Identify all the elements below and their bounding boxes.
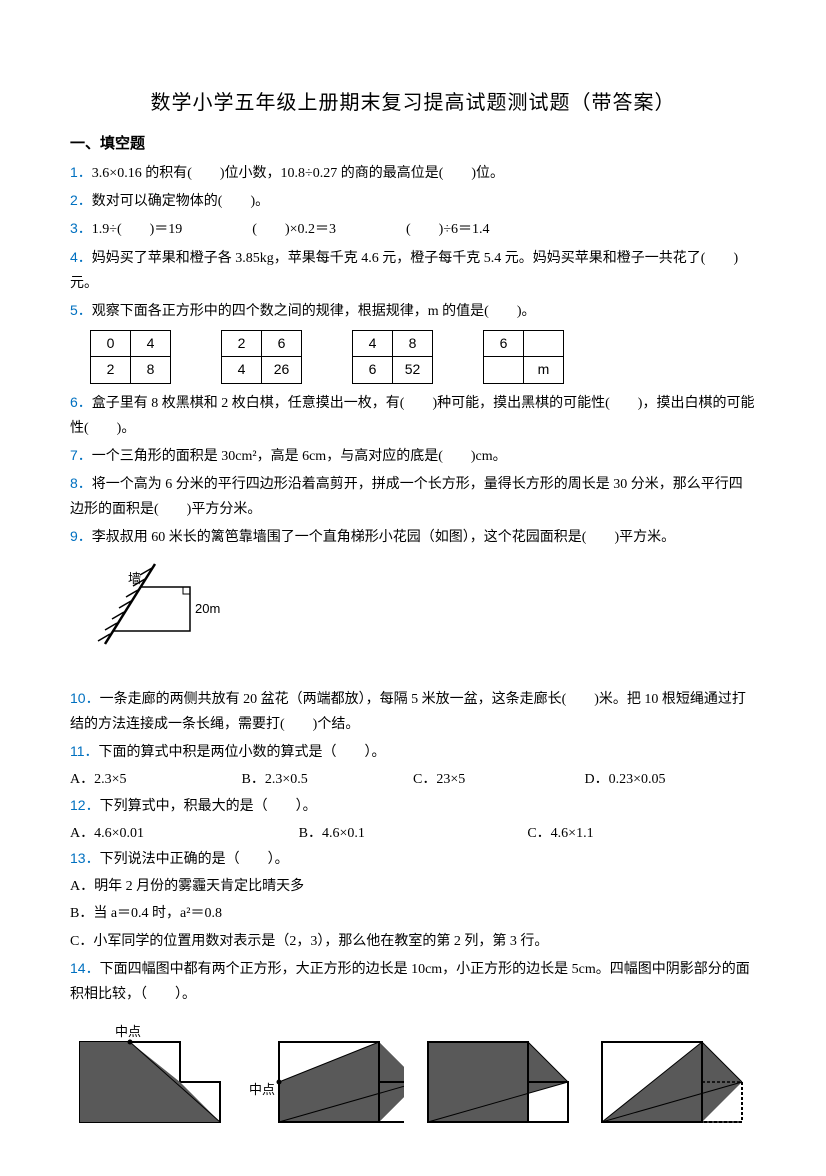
question-5: 5．观察下面各正方形中的四个数之间的规律，根据规律，m 的值是( )。 <box>70 298 756 324</box>
q14-num: 14． <box>70 960 100 976</box>
t2-c11: 26 <box>262 357 302 383</box>
t3-c11: 52 <box>393 357 433 383</box>
wall-label: 墙 <box>128 571 141 586</box>
question-8: 8．将一个高为 6 分米的平行四边形沿着高剪开，拼成一个长方形，量得长方形的周长… <box>70 471 756 522</box>
page-title: 数学小学五年级上册期末复习提高试题测试题（带答案） <box>70 85 756 121</box>
q13-options: A．明年 2 月份的雾霾天肯定比晴天多 B．当 a＝0.4 时，a²＝0.8 C… <box>70 874 756 954</box>
q11-options: A．2.3×5 B．2.3×0.5 C．23×5 D．0.23×0.05 <box>70 767 756 792</box>
t3-c00: 4 <box>353 331 393 357</box>
q12-opt-a: A．4.6×0.01 <box>70 821 299 846</box>
q9-text: 李叔叔用 60 米长的篱笆靠墙围了一个直角梯形小花园（如图），这个花园面积是( … <box>92 530 675 545</box>
q12-text: 下列算式中，积最大的是（ ）。 <box>100 799 317 814</box>
q3-text: 1.9÷( )＝19 ( )×0.2＝3 ( )÷6＝1.4 <box>92 222 490 237</box>
question-13: 13．下列说法中正确的是（ ）。 <box>70 846 756 872</box>
question-6: 6．盒子里有 8 枚黑棋和 2 枚白棋，任意摸出一枚，有( )种可能，摸出黑棋的… <box>70 390 756 441</box>
q14-text: 下面四幅图中都有两个正方形，大正方形的边长是 10cm，小正方形的边长是 5cm… <box>70 962 750 1002</box>
q1-num: 1． <box>70 164 92 180</box>
q11-text: 下面的算式中积是两位小数的算式是（ ）。 <box>99 745 386 760</box>
q12-num: 12． <box>70 797 100 813</box>
t1-c10: 2 <box>91 357 131 383</box>
q4-num: 4． <box>70 249 92 265</box>
question-7: 7．一个三角形的面积是 30cm²，高是 6cm，与高对应的底是( )cm。 <box>70 443 756 469</box>
q6-text: 盒子里有 8 枚黑棋和 2 枚白棋，任意摸出一枚，有( )种可能，摸出黑棋的可能… <box>70 396 754 436</box>
q2-text: 数对可以确定物体的( )。 <box>92 194 269 209</box>
table-3: 48 652 <box>352 330 433 383</box>
q12-options: A．4.6×0.01 B．4.6×0.1 C．4.6×1.1 <box>70 821 756 846</box>
fig-1: 中点 <box>70 1022 234 1136</box>
q14-figures: 中点 中点 <box>70 1022 756 1136</box>
svg-text:中点: 中点 <box>249 1082 275 1097</box>
t4-c10 <box>484 357 524 383</box>
question-1: 1．3.6×0.16 的积有( )位小数，10.8÷0.27 的商的最高位是( … <box>70 160 756 186</box>
question-4: 4．妈妈买了苹果和橙子各 3.85kg，苹果每千克 4.6 元，橙子每千克 5.… <box>70 245 756 296</box>
fig-3 <box>418 1022 582 1136</box>
q11-opt-d: D．0.23×0.05 <box>585 767 757 792</box>
t4-c11: m <box>524 357 564 383</box>
q11-opt-a: A．2.3×5 <box>70 767 242 792</box>
fig-2: 中点 <box>244 1022 408 1136</box>
t4-c00: 6 <box>484 331 524 357</box>
question-11: 11．下面的算式中积是两位小数的算式是（ ）。 <box>70 739 756 765</box>
q1-text: 3.6×0.16 的积有( )位小数，10.8÷0.27 的商的最高位是( )位… <box>92 166 504 181</box>
dim-label: 20m <box>195 601 220 616</box>
q11-num: 11． <box>70 743 99 759</box>
t4-c01 <box>524 331 564 357</box>
q12-opt-b: B．4.6×0.1 <box>299 821 528 846</box>
q7-num: 7． <box>70 447 92 463</box>
q11-opt-c: C．23×5 <box>413 767 585 792</box>
q6-num: 6． <box>70 394 92 410</box>
q10-num: 10． <box>70 690 100 706</box>
q11-opt-b: B．2.3×0.5 <box>242 767 414 792</box>
q4-text: 妈妈买了苹果和橙子各 3.85kg，苹果每千克 4.6 元，橙子每千克 5.4 … <box>70 251 738 291</box>
q10-text: 一条走廊的两侧共放有 20 盆花（两端都放），每隔 5 米放一盆，这条走廊长( … <box>70 692 746 732</box>
t2-c00: 2 <box>222 331 262 357</box>
t2-c10: 4 <box>222 357 262 383</box>
q8-num: 8． <box>70 475 92 491</box>
question-10: 10．一条走廊的两侧共放有 20 盆花（两端都放），每隔 5 米放一盆，这条走廊… <box>70 686 756 737</box>
q2-num: 2． <box>70 192 92 208</box>
question-3: 3．1.9÷( )＝19 ( )×0.2＝3 ( )÷6＝1.4 <box>70 216 756 242</box>
table-4: 6 m <box>483 330 564 383</box>
q12-opt-c: C．4.6×1.1 <box>527 821 756 846</box>
q5-tables: 04 28 26 426 48 652 6 m <box>90 330 756 383</box>
q13-num: 13． <box>70 850 100 866</box>
table-1: 04 28 <box>90 330 171 383</box>
t1-c01: 4 <box>131 331 171 357</box>
t1-c00: 0 <box>91 331 131 357</box>
q13-opt-a: A．明年 2 月份的雾霾天肯定比晴天多 <box>70 874 756 899</box>
t3-c01: 8 <box>393 331 433 357</box>
q9-figure: 墙 20m <box>90 559 756 678</box>
q3-num: 3． <box>70 220 92 236</box>
q8-text: 将一个高为 6 分米的平行四边形沿着高剪开，拼成一个长方形，量得长方形的周长是 … <box>70 477 743 517</box>
q9-num: 9． <box>70 528 92 544</box>
q13-text: 下列说法中正确的是（ ）。 <box>100 852 289 867</box>
question-12: 12．下列算式中，积最大的是（ ）。 <box>70 793 756 819</box>
q13-opt-c: C．小军同学的位置用数对表示是（2，3），那么他在教室的第 2 列，第 3 行。 <box>70 929 756 954</box>
question-2: 2．数对可以确定物体的( )。 <box>70 188 756 214</box>
q5-num: 5． <box>70 302 92 318</box>
q7-text: 一个三角形的面积是 30cm²，高是 6cm，与高对应的底是( )cm。 <box>92 449 507 464</box>
fig-4 <box>592 1022 756 1136</box>
svg-text:中点: 中点 <box>115 1024 141 1039</box>
section-heading: 一、填空题 <box>70 131 756 158</box>
t2-c01: 6 <box>262 331 302 357</box>
question-9: 9．李叔叔用 60 米长的篱笆靠墙围了一个直角梯形小花园（如图），这个花园面积是… <box>70 524 756 550</box>
t1-c11: 8 <box>131 357 171 383</box>
t3-c10: 6 <box>353 357 393 383</box>
q13-opt-b: B．当 a＝0.4 时，a²＝0.8 <box>70 901 756 926</box>
q5-text: 观察下面各正方形中的四个数之间的规律，根据规律，m 的值是( )。 <box>92 304 536 319</box>
table-2: 26 426 <box>221 330 302 383</box>
question-14: 14．下面四幅图中都有两个正方形，大正方形的边长是 10cm，小正方形的边长是 … <box>70 956 756 1007</box>
